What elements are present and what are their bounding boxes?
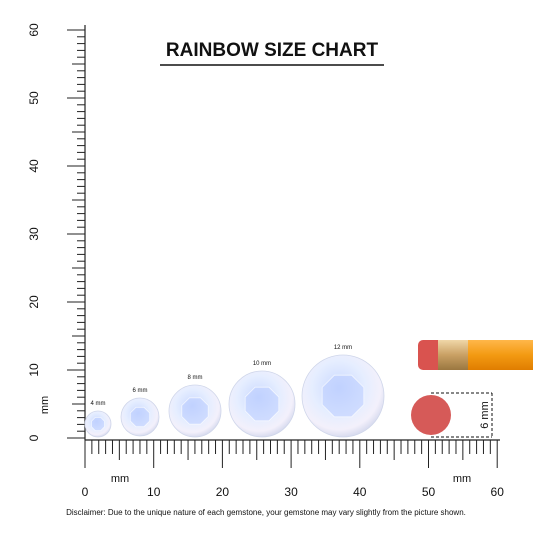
eraser-label: 6 mm — [479, 401, 491, 429]
x-unit: mm — [453, 473, 471, 485]
y-tick-label: 50 — [27, 91, 41, 105]
y-tick-label: 30 — [27, 227, 41, 241]
y-tick-label: 10 — [27, 363, 41, 377]
gem-facet — [91, 416, 105, 432]
y-unit: mm — [39, 396, 51, 414]
disclaimer: Disclaimer: Due to the unique nature of … — [66, 508, 466, 517]
gem-facet — [321, 374, 365, 418]
gem-label: 4 mm — [91, 401, 106, 407]
eraser-top — [411, 395, 451, 435]
ruler — [67, 25, 500, 468]
y-tick-label: 40 — [27, 159, 41, 173]
x-unit: mm — [111, 473, 129, 485]
pencil — [418, 340, 533, 370]
x-tick-label: 30 — [284, 485, 298, 499]
gem-label: 10 mm — [253, 361, 271, 367]
y-tick-label: 0 — [27, 434, 41, 441]
pencil-ferrule — [438, 340, 468, 370]
pencil-body — [468, 340, 533, 370]
x-tick-label: 10 — [147, 485, 161, 499]
x-tick-label: 20 — [216, 485, 230, 499]
gem-facet — [129, 406, 151, 428]
x-tick-label: 60 — [491, 485, 505, 499]
y-tick-label: 60 — [27, 23, 41, 37]
gem-facet — [244, 386, 280, 422]
x-tick-label: 0 — [82, 485, 89, 499]
y-tick-label: 20 — [27, 295, 41, 309]
x-tick-label: 40 — [353, 485, 367, 499]
gem-label: 12 mm — [334, 345, 352, 351]
gem-facet — [181, 397, 209, 425]
title: RAINBOW SIZE CHART — [166, 40, 379, 61]
gem-label: 6 mm — [133, 388, 148, 394]
gem-label: 8 mm — [188, 375, 203, 381]
dimension-box — [431, 392, 493, 438]
x-tick-label: 50 — [422, 485, 436, 499]
